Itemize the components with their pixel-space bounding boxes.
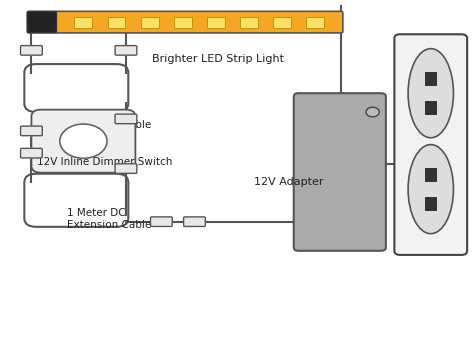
- FancyBboxPatch shape: [27, 12, 56, 33]
- FancyBboxPatch shape: [294, 93, 386, 251]
- Bar: [240, 17, 258, 28]
- FancyBboxPatch shape: [394, 34, 467, 255]
- FancyBboxPatch shape: [20, 148, 42, 158]
- Text: 12V Adapter: 12V Adapter: [254, 177, 324, 187]
- Bar: [108, 17, 126, 28]
- FancyBboxPatch shape: [20, 45, 42, 55]
- FancyBboxPatch shape: [115, 45, 137, 55]
- Text: Brighter LED Strip Light: Brighter LED Strip Light: [152, 54, 284, 64]
- Bar: [273, 17, 291, 28]
- Text: 12V Inline Dimmer Switch: 12V Inline Dimmer Switch: [37, 157, 173, 166]
- Bar: [141, 17, 158, 28]
- Text: 1 Meter DC
Extension Cable: 1 Meter DC Extension Cable: [67, 208, 151, 229]
- Bar: [74, 17, 92, 28]
- Ellipse shape: [408, 144, 454, 234]
- Ellipse shape: [408, 49, 454, 138]
- FancyBboxPatch shape: [151, 217, 172, 226]
- FancyBboxPatch shape: [115, 164, 137, 173]
- Circle shape: [366, 107, 379, 117]
- Bar: [425, 72, 437, 86]
- Bar: [306, 17, 324, 28]
- FancyBboxPatch shape: [183, 217, 205, 226]
- Bar: [425, 101, 437, 116]
- Bar: [425, 197, 437, 212]
- Bar: [173, 17, 191, 28]
- FancyBboxPatch shape: [20, 126, 42, 136]
- FancyBboxPatch shape: [115, 114, 137, 124]
- Text: 1 Meter DC
Extension Cable: 1 Meter DC Extension Cable: [67, 109, 151, 130]
- Bar: [425, 168, 437, 182]
- Bar: [207, 17, 225, 28]
- FancyBboxPatch shape: [31, 110, 136, 173]
- Ellipse shape: [60, 124, 107, 158]
- FancyBboxPatch shape: [27, 11, 343, 33]
